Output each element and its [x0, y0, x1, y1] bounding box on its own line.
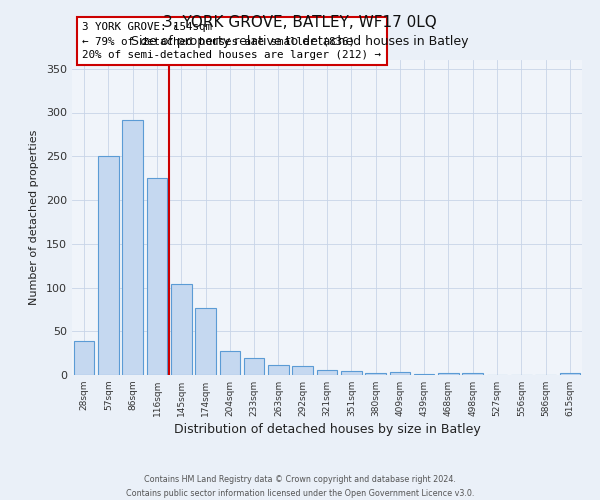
- Text: 3 YORK GROVE: 154sqm
← 79% of detached houses are smaller (836)
20% of semi-deta: 3 YORK GROVE: 154sqm ← 79% of detached h…: [82, 22, 381, 60]
- Text: 3, YORK GROVE, BATLEY, WF17 0LQ: 3, YORK GROVE, BATLEY, WF17 0LQ: [163, 15, 437, 30]
- X-axis label: Distribution of detached houses by size in Batley: Distribution of detached houses by size …: [173, 423, 481, 436]
- Bar: [244, 358, 265, 375]
- Bar: [414, 374, 434, 375]
- Bar: [438, 373, 459, 375]
- Bar: [560, 373, 580, 375]
- Bar: [292, 366, 313, 375]
- Bar: [365, 373, 386, 375]
- Bar: [98, 156, 119, 375]
- Text: Contains HM Land Registry data © Crown copyright and database right 2024.
Contai: Contains HM Land Registry data © Crown c…: [126, 476, 474, 498]
- Bar: [195, 308, 216, 375]
- Bar: [74, 341, 94, 375]
- Bar: [146, 178, 167, 375]
- Y-axis label: Number of detached properties: Number of detached properties: [29, 130, 39, 305]
- Bar: [122, 120, 143, 375]
- Bar: [389, 372, 410, 375]
- Bar: [317, 370, 337, 375]
- Bar: [220, 350, 240, 375]
- Text: Size of property relative to detached houses in Batley: Size of property relative to detached ho…: [131, 35, 469, 48]
- Bar: [268, 366, 289, 375]
- Bar: [341, 370, 362, 375]
- Bar: [463, 373, 483, 375]
- Bar: [171, 284, 191, 375]
